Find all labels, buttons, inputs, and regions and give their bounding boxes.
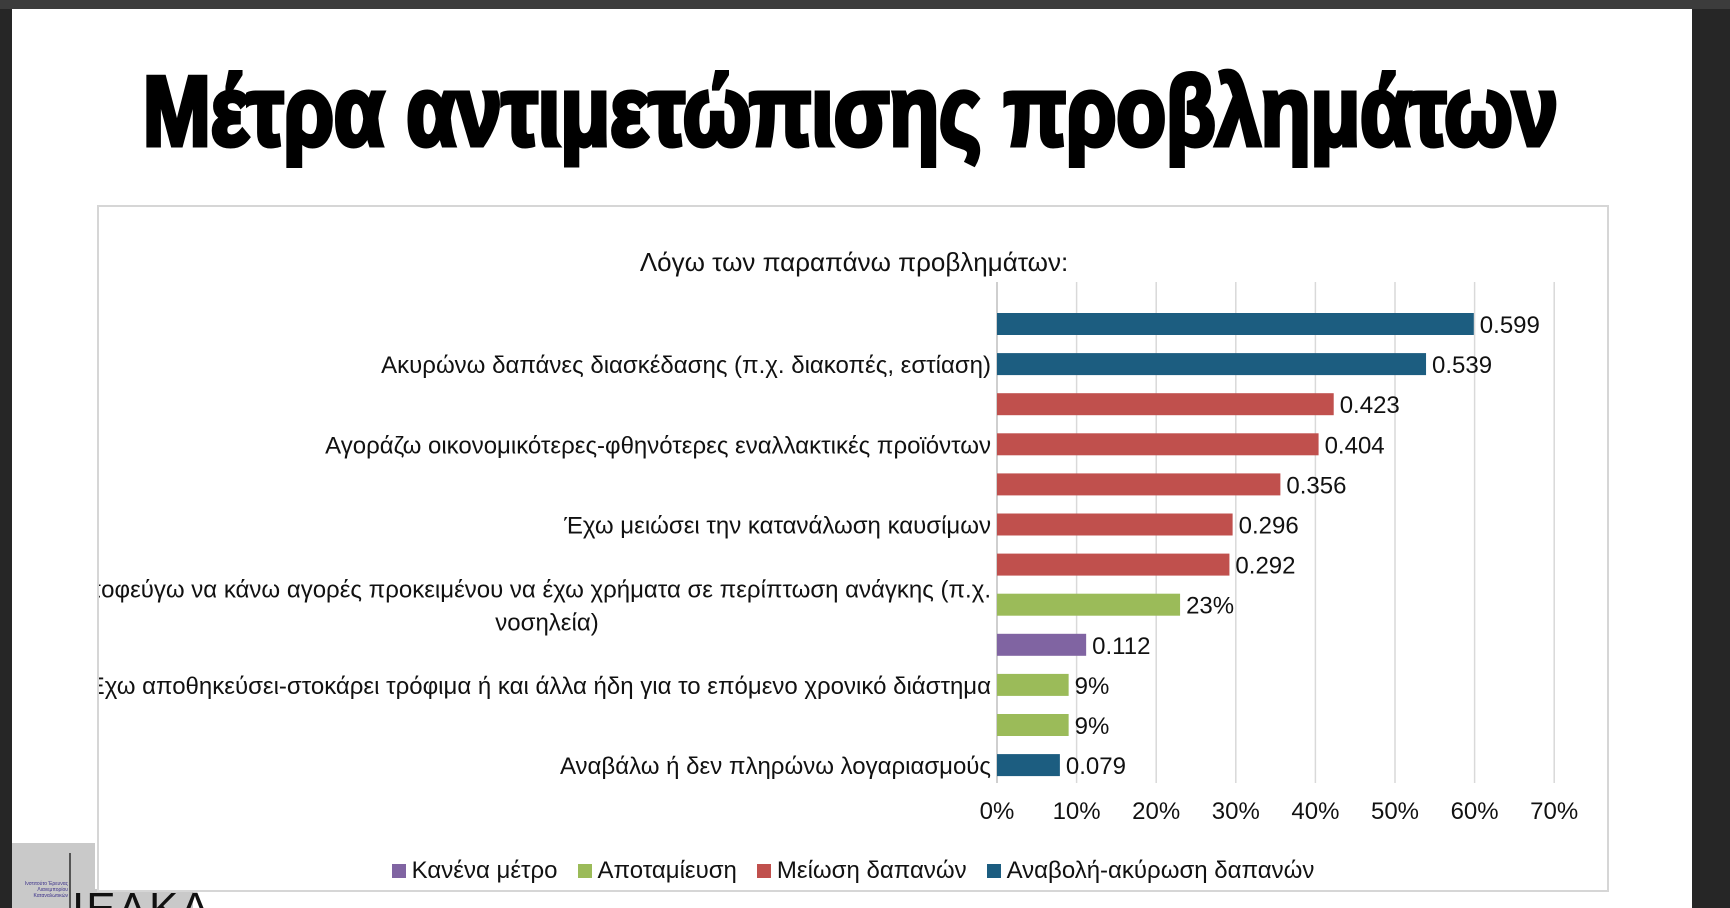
- legend-item-none: Κανένα μέτρο: [391, 857, 558, 885]
- data-label: 0.539: [1432, 352, 1492, 379]
- slide-title-svg: Μέτρα αντιμετώπισης προβλημάτων: [141, 54, 1561, 169]
- data-label: 23%: [1186, 593, 1234, 620]
- bar: [997, 593, 1181, 616]
- data-label: 0.599: [1480, 312, 1540, 339]
- bar: [997, 754, 1060, 777]
- legend-item-save: Αποταμίευση: [577, 857, 737, 885]
- x-tick-label: 50%: [1371, 798, 1419, 825]
- legend-label: Μείωση δαπανών: [776, 857, 967, 884]
- bar: [997, 714, 1069, 736]
- legend-swatch: [577, 864, 592, 878]
- x-tick-label: 40%: [1291, 798, 1339, 825]
- logo-divider: [69, 853, 71, 908]
- window-top-bar: [0, 0, 1730, 9]
- bar: [997, 313, 1474, 335]
- category-label: Ακυρώνω δαπάνες διασκέδασης (π.χ. διακοπ…: [381, 352, 991, 379]
- legend-swatch: [986, 864, 1001, 878]
- category-label-line: Αποφεύγω να κάνω αγορές προκειμένου να έ…: [99, 577, 991, 604]
- x-tick-label: 70%: [1530, 798, 1578, 825]
- x-tick-label: 10%: [1053, 798, 1101, 825]
- x-tick-label: 30%: [1212, 798, 1260, 825]
- data-label: 0.296: [1239, 513, 1299, 540]
- data-label: 0.292: [1235, 553, 1295, 580]
- bar: [997, 513, 1233, 536]
- legend-label: Αποταμίευση: [597, 857, 737, 884]
- legend-item-reduce: Μείωση δαπανών: [756, 857, 967, 885]
- legend-swatch: [391, 864, 406, 878]
- category-label: Αναβάλω ή δεν πληρώνω λογαριασμούς: [560, 753, 991, 780]
- category-label: Αποφεύγω να κάνω αγορές προκειμένου να έ…: [99, 577, 991, 637]
- bar: [997, 553, 1230, 576]
- legend-item-postpone: Αναβολή-ακύρωση δαπανών: [986, 857, 1315, 885]
- legend-swatch: [756, 864, 771, 878]
- data-label: 9%: [1075, 713, 1110, 740]
- chart-legend: Κανένα μέτρο Αποταμίευση Μείωση δαπανών Ανα…: [99, 857, 1607, 885]
- x-tick-label: 60%: [1451, 798, 1499, 825]
- data-label: 9%: [1075, 673, 1110, 700]
- legend-label: Αναβολή-ακύρωση δαπανών: [1006, 857, 1315, 884]
- legend-label: Κανένα μέτρο: [411, 857, 558, 884]
- bar: [997, 473, 1281, 496]
- category-label-line: νοσηλεία): [495, 610, 598, 637]
- category-label: Έχω αποθηκεύσει-στοκάρει τρόφιμα ή και ά…: [99, 673, 991, 700]
- logo-small-text: Ινστιτούτο Έρευνας Λιανεμπορίου Καταναλω…: [24, 881, 68, 899]
- slide: Μέτρα αντιμετώπισης προβλημάτων Ινστιτού…: [12, 9, 1692, 908]
- x-tick-label: 0%: [980, 798, 1015, 825]
- category-label: Έχω μειώσει την κατανάλωση καυσίμων: [563, 513, 991, 540]
- bar: [997, 673, 1069, 696]
- data-label: 0.423: [1340, 392, 1400, 419]
- chart-title: Λόγω των παραπάνω προβλημάτων:: [640, 247, 1068, 277]
- bar: [997, 433, 1319, 456]
- x-tick-label: 20%: [1132, 798, 1180, 825]
- chart-container: Λόγω των παραπάνω προβλημάτων: 0% 10% 20% 30…: [69, 205, 1609, 892]
- data-label: 0.112: [1092, 633, 1150, 660]
- bar-chart: Λόγω των παραπάνω προβλημάτων: 0% 10% 20% 30…: [69, 247, 1578, 825]
- slide-title: Μέτρα αντιμετώπισης προβλημάτων: [143, 56, 1558, 166]
- data-label: 0.079: [1066, 753, 1126, 780]
- bar: [997, 393, 1334, 416]
- bar: [997, 633, 1087, 656]
- category-label: Αγοράζω οικονομικότερες-φθηνότερες εναλλ…: [325, 432, 991, 459]
- data-label: 0.404: [1325, 432, 1385, 459]
- bar: [997, 353, 1427, 376]
- data-label: 0.356: [1286, 472, 1346, 499]
